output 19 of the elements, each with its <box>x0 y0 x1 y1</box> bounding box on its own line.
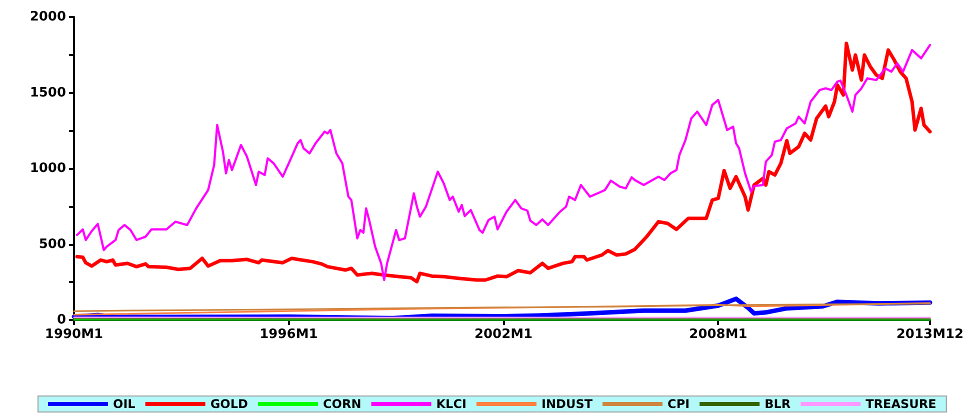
legend-label: CPI <box>668 397 690 411</box>
x-tick-label: 2008M1 <box>689 327 748 342</box>
y-tick-label: 1500 <box>30 85 66 100</box>
legend-label: TREASURE <box>866 397 936 411</box>
legend-label: OIL <box>113 397 136 411</box>
x-tick-label: 1996M1 <box>260 327 318 342</box>
x-tick-label: 1990M1 <box>44 327 104 342</box>
legend-label: KLCI <box>436 397 466 411</box>
y-tick-label: 0 <box>56 312 66 328</box>
y-tick-label: 1000 <box>30 161 66 176</box>
line-series <box>73 302 931 312</box>
x-tick-label: 2002M1 <box>474 327 533 342</box>
y-tick-label: 500 <box>38 236 66 252</box>
legend-label: INDUST <box>541 397 594 411</box>
legend-label: BLR <box>764 397 791 411</box>
legend-label: GOLD <box>210 397 248 411</box>
x-tick-label: 2013M12 <box>896 327 964 342</box>
y-tick-label: 2000 <box>30 10 66 24</box>
legend-label: CORN <box>322 397 362 411</box>
